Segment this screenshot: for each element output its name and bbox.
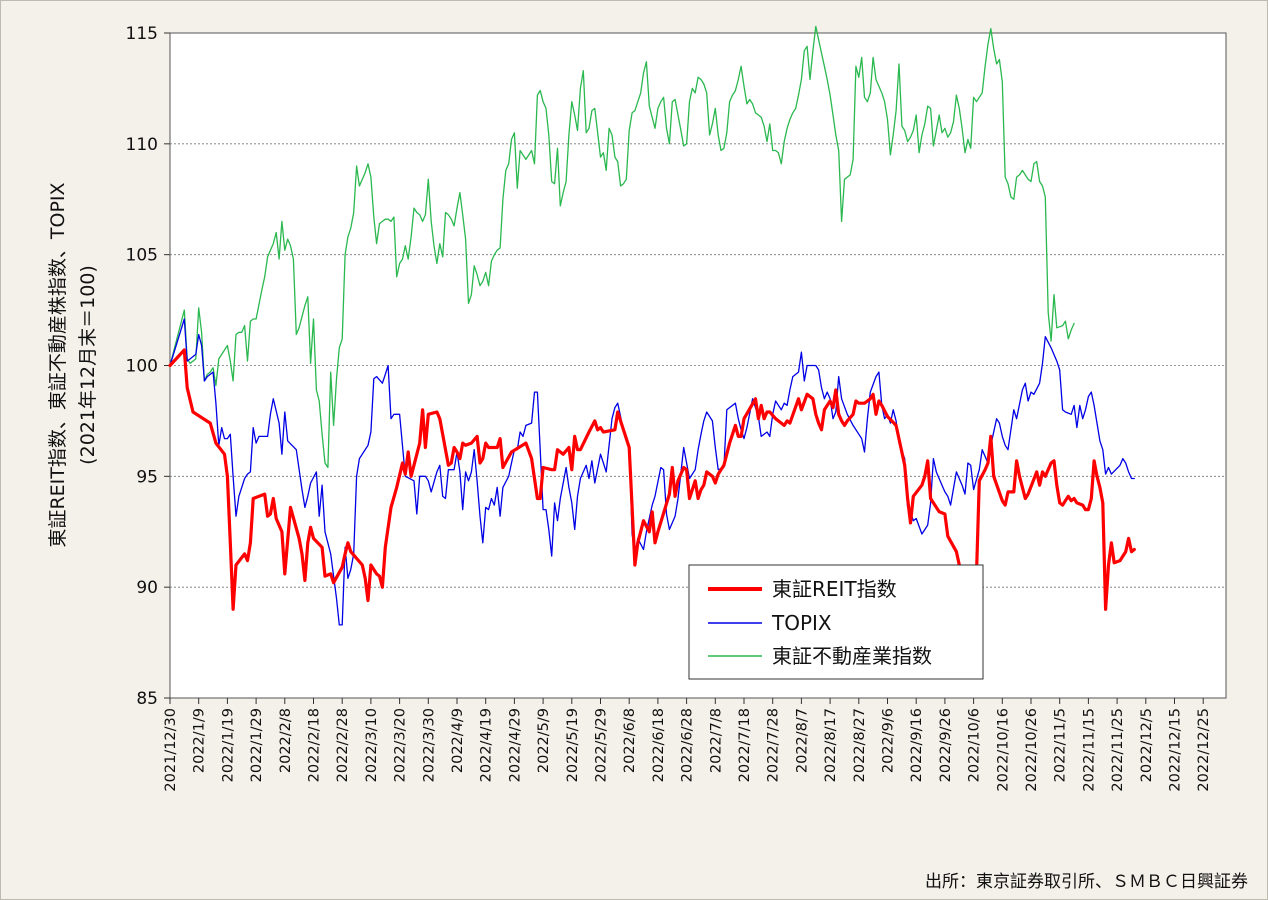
x-tick-label: 2022/12/25 [1196, 708, 1212, 792]
x-tick-label: 2022/12/5 [1139, 708, 1155, 782]
x-tick-label: 2022/11/5 [1053, 708, 1069, 782]
x-tick-label: 2022/3/30 [421, 708, 437, 782]
legend-box [688, 564, 984, 680]
x-tick-label: 2022/7/18 [737, 708, 753, 782]
source-note: 出所：東京証券取引所、ＳＭＢＣ日興証券 [925, 872, 1248, 892]
y-tick-label: 100 [126, 357, 158, 377]
x-tick-label: 2022/2/28 [335, 708, 351, 782]
series-line-2 [169, 25, 1075, 469]
x-tick-label: 2022/10/16 [995, 708, 1011, 792]
series-line-0 [168, 348, 1136, 611]
x-tick-label: 2022/1/9 [192, 708, 208, 773]
y-tick-label: 105 [126, 246, 158, 266]
x-tick-label: 2022/7/28 [766, 708, 782, 782]
y-tick-label: 85 [136, 689, 158, 709]
series-line-1 [169, 318, 1135, 626]
grid-lines [170, 143, 1226, 588]
y-axis-title: 東証REIT指数、東証不動産株指数、TOPIX (2021年12月末＝100) [47, 182, 99, 547]
x-tick-label: 2022/2/8 [278, 708, 294, 773]
x-tick-label: 2022/4/9 [450, 708, 466, 773]
x-tick-label: 2022/5/29 [594, 708, 610, 782]
x-tick-label: 2022/4/29 [507, 708, 523, 782]
x-tick-label: 2022/10/6 [967, 708, 983, 782]
legend-label-topix: TOPIX [771, 611, 832, 635]
legend-label-reit: 東証REIT指数 [772, 577, 897, 601]
x-tick-label: 2022/10/26 [1024, 708, 1040, 792]
x-tick-label: 2022/12/15 [1168, 708, 1184, 792]
y-tick-label: 95 [136, 467, 158, 487]
y-tick-label: 110 [126, 135, 158, 155]
x-tick-label: 2022/2/18 [307, 708, 323, 782]
y-axis: 85 90 95 100 105 110 115 [126, 24, 170, 709]
x-tick-label: 2022/9/16 [909, 708, 925, 782]
x-tick-label: 2022/9/6 [881, 708, 897, 773]
y-tick-label: 115 [126, 24, 158, 44]
y-axis-title-line2: (2021年12月末＝100) [77, 265, 99, 465]
legend: 東証REIT指数 TOPIX 東証不動産業指数 [688, 564, 984, 680]
x-tick-label: 2022/6/18 [651, 708, 667, 782]
x-tick-label: 2022/1/29 [249, 708, 265, 782]
x-tick-label: 2022/11/25 [1110, 708, 1126, 792]
x-tick-label: 2021/12/30 [163, 708, 179, 792]
x-axis: 2021/12/30 2022/1/9 2022/1/19 2022/1/29 2022… [163, 698, 1212, 792]
x-tick-label: 2022/5/19 [565, 708, 581, 782]
series-layer [168, 25, 1136, 626]
y-axis-title-line1: 東証REIT指数、東証不動産株指数、TOPIX [47, 182, 69, 547]
x-tick-label: 2022/4/19 [479, 708, 495, 782]
x-tick-label: 2022/5/9 [536, 708, 552, 773]
x-tick-label: 2022/8/17 [823, 708, 839, 782]
x-tick-label: 2022/3/10 [364, 708, 380, 782]
x-tick-label: 2022/11/15 [1081, 708, 1097, 792]
x-tick-label: 2022/3/20 [393, 708, 409, 782]
x-tick-label: 2022/8/27 [852, 708, 868, 782]
x-tick-label: 2022/6/8 [622, 708, 638, 773]
x-tick-label: 2022/9/26 [938, 708, 954, 782]
x-tick-label: 2022/6/28 [680, 708, 696, 782]
x-tick-label: 2022/1/19 [220, 708, 236, 782]
x-tick-label: 2022/7/8 [708, 708, 724, 773]
x-tick-label: 2022/8/7 [794, 708, 810, 773]
y-tick-label: 90 [136, 578, 158, 598]
legend-label-realestate: 東証不動産業指数 [772, 644, 932, 668]
